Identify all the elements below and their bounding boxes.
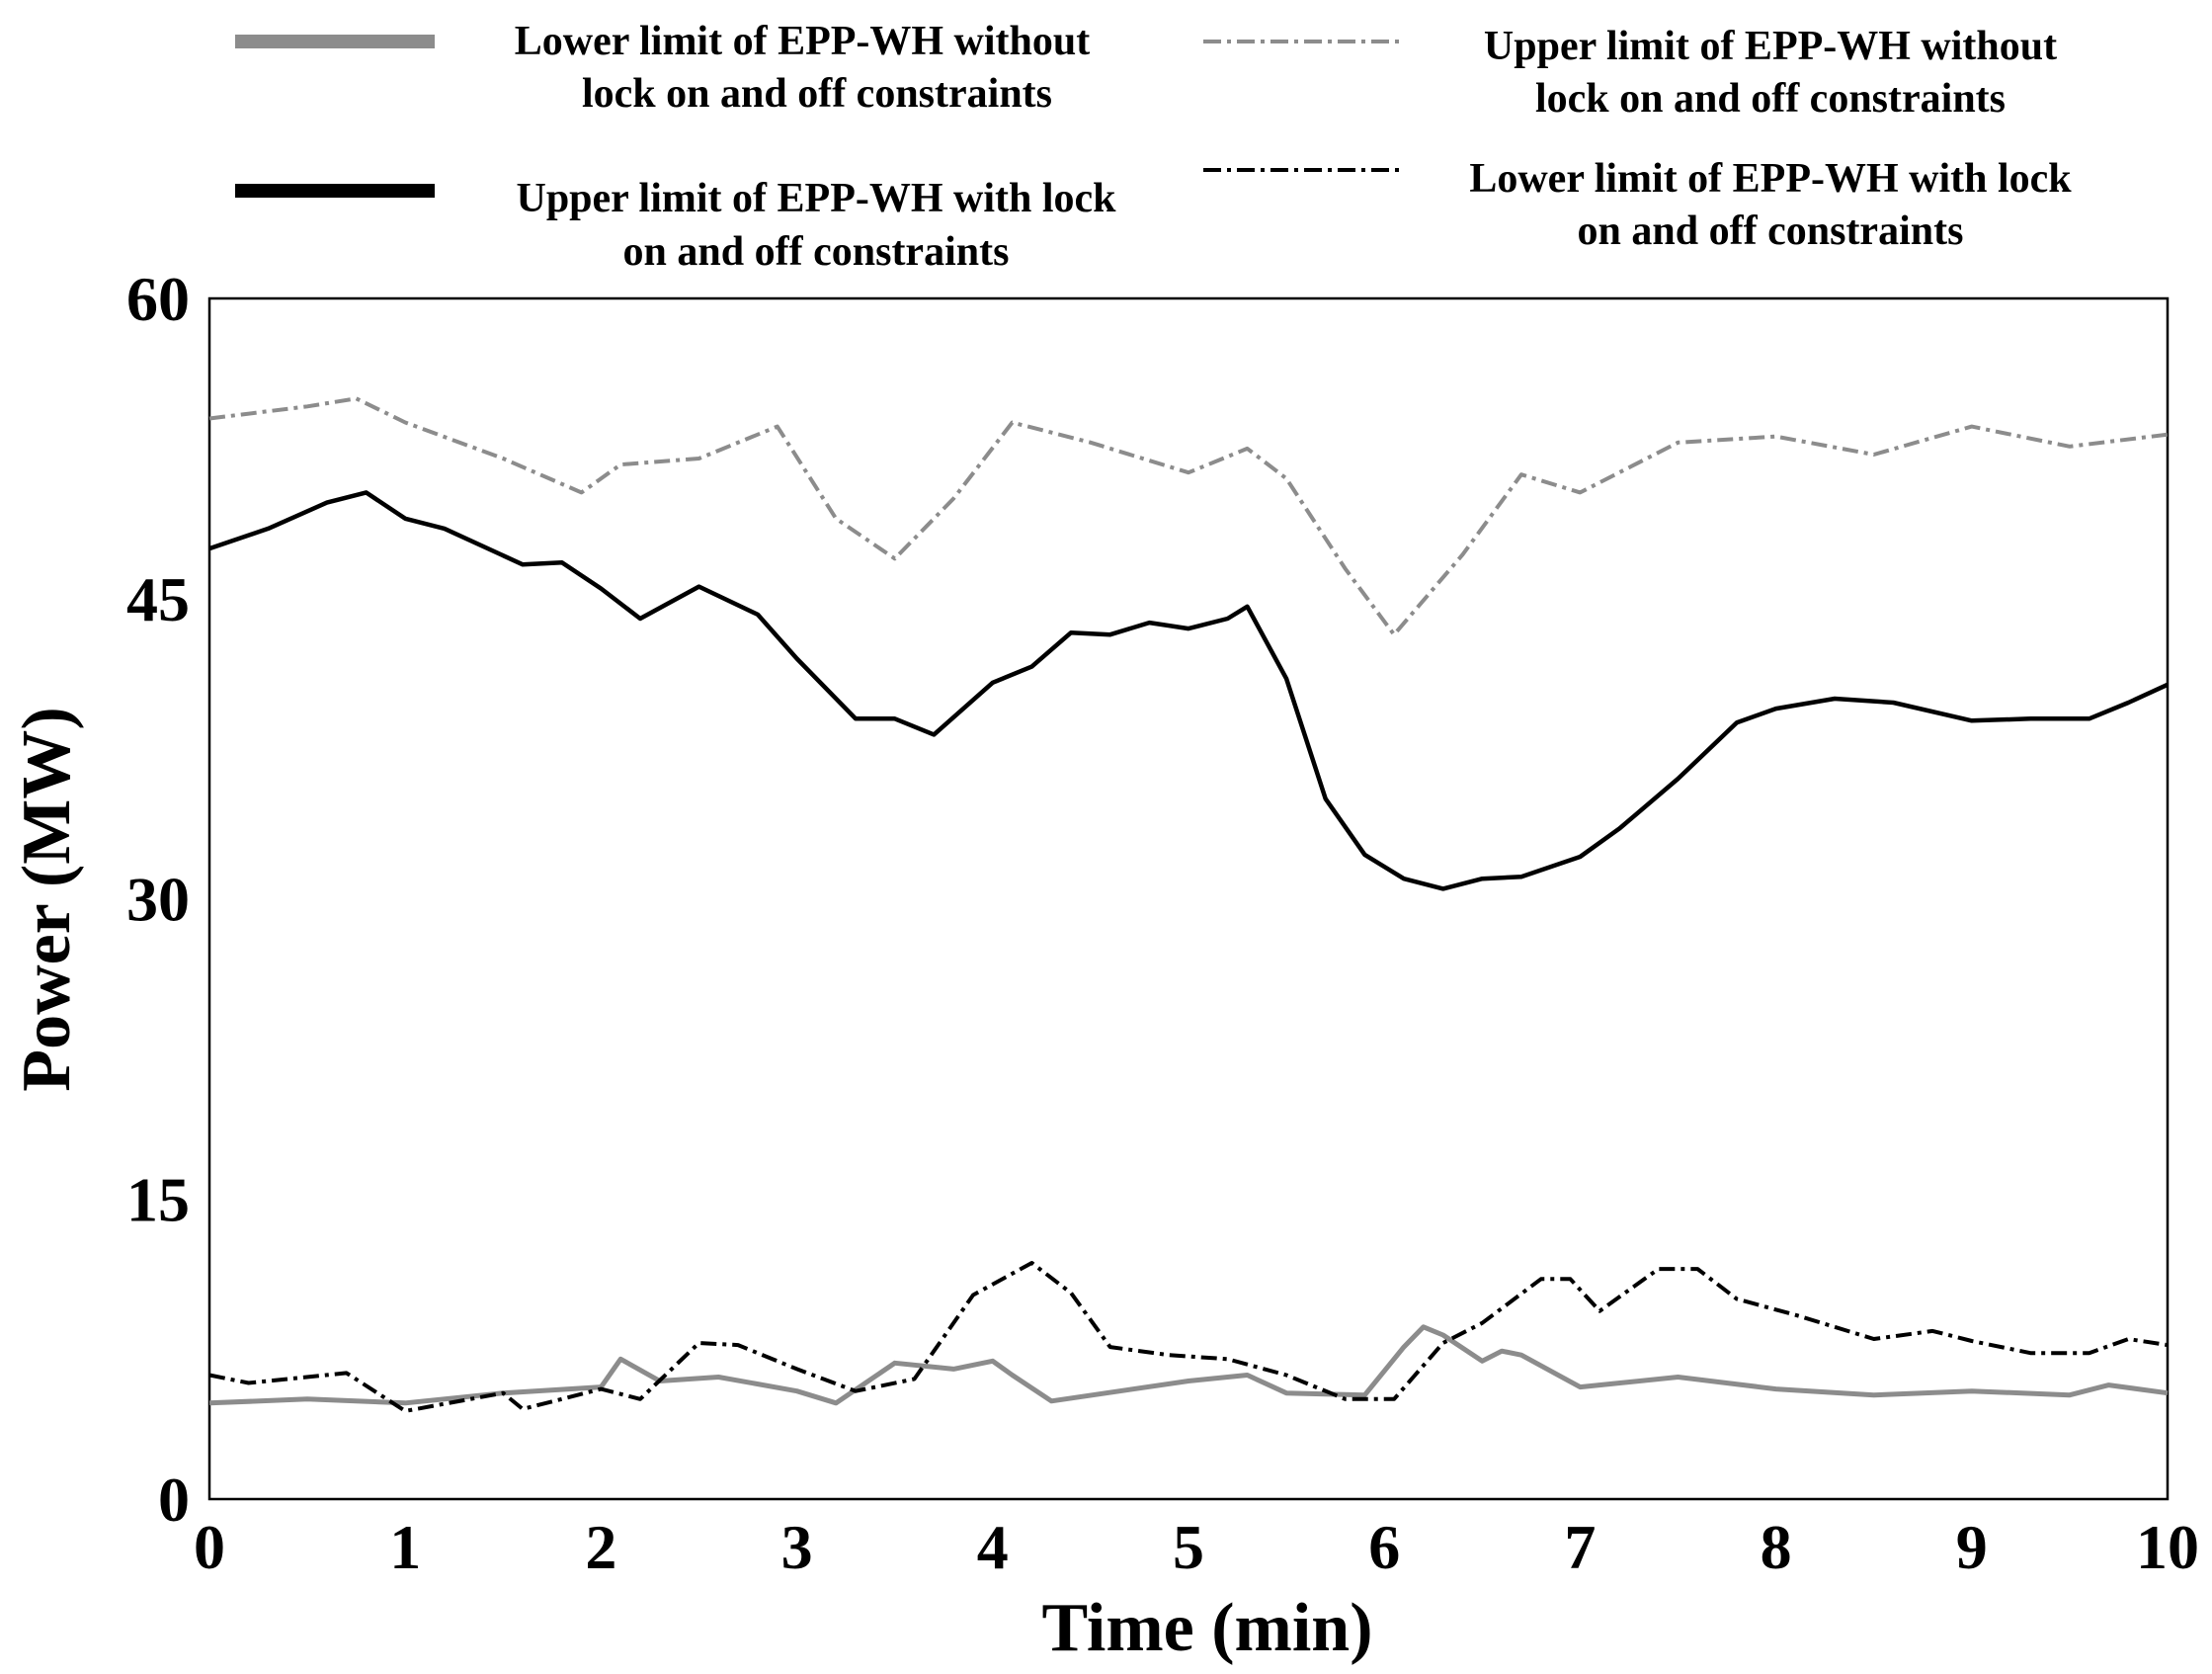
x-tick-label: 2 [585, 1512, 616, 1582]
legend-label-line-1: Upper limit of EPP-WH with lock [516, 176, 1116, 221]
legend-label-line-1: Lower limit of EPP-WH without [515, 19, 1091, 64]
x-tick-label: 4 [977, 1512, 1009, 1582]
legend-item-lower-without-lock: Lower limit of EPP-WH without lock on an… [235, 19, 1090, 117]
x-tick-label: 6 [1368, 1512, 1400, 1582]
legend-label-line-1: Upper limit of EPP-WH without [1484, 24, 2057, 69]
legend: Lower limit of EPP-WH without lock on an… [235, 19, 2072, 275]
x-tick-label: 5 [1173, 1512, 1204, 1582]
series-layer [208, 396, 2169, 1413]
legend-item-lower-with-lock: Lower limit of EPP-WH with lock on and o… [1203, 156, 2072, 254]
x-tick-label: 0 [194, 1512, 225, 1582]
series-lower-without-lock [208, 1324, 2169, 1406]
x-tick-label: 3 [781, 1512, 813, 1582]
legend-label-line-2: lock on and off constraints [1535, 76, 2006, 122]
y-tick-label: 0 [158, 1465, 190, 1535]
legend-label-line-1: Lower limit of EPP-WH with lock [1469, 156, 2072, 202]
y-tick-label: 45 [126, 564, 190, 634]
series-upper-with-lock [208, 490, 2169, 891]
x-axis-title: Time (min) [1041, 1590, 1372, 1666]
y-axis: 0 15 30 45 60 [126, 264, 190, 1535]
series-lower-with-lock [208, 1261, 2169, 1413]
legend-item-upper-without-lock: Upper limit of EPP-WH without lock on an… [1203, 24, 2057, 122]
y-tick-label: 15 [126, 1164, 190, 1234]
x-tick-label: 8 [1761, 1512, 1792, 1582]
legend-label-line-2: on and off constraints [1578, 209, 1964, 254]
x-tick-label: 7 [1564, 1512, 1596, 1582]
x-tick-label: 9 [1956, 1512, 1988, 1582]
plot-area [207, 296, 2170, 1501]
legend-label-line-2: on and off constraints [623, 229, 1010, 275]
legend-item-upper-with-lock: Upper limit of EPP-WH with lock on and o… [235, 176, 1116, 275]
y-tick-label: 30 [126, 865, 190, 935]
x-tick-label: 1 [389, 1512, 421, 1582]
y-tick-label: 60 [126, 264, 190, 334]
x-tick-label: 10 [2136, 1512, 2199, 1582]
series-upper-without-lock [208, 396, 2169, 637]
legend-label-line-2: lock on and off constraints [582, 71, 1052, 117]
y-axis-title: Power (MW) [9, 707, 85, 1091]
x-axis: 0 1 2 3 4 5 6 7 8 9 10 [194, 1512, 2199, 1582]
